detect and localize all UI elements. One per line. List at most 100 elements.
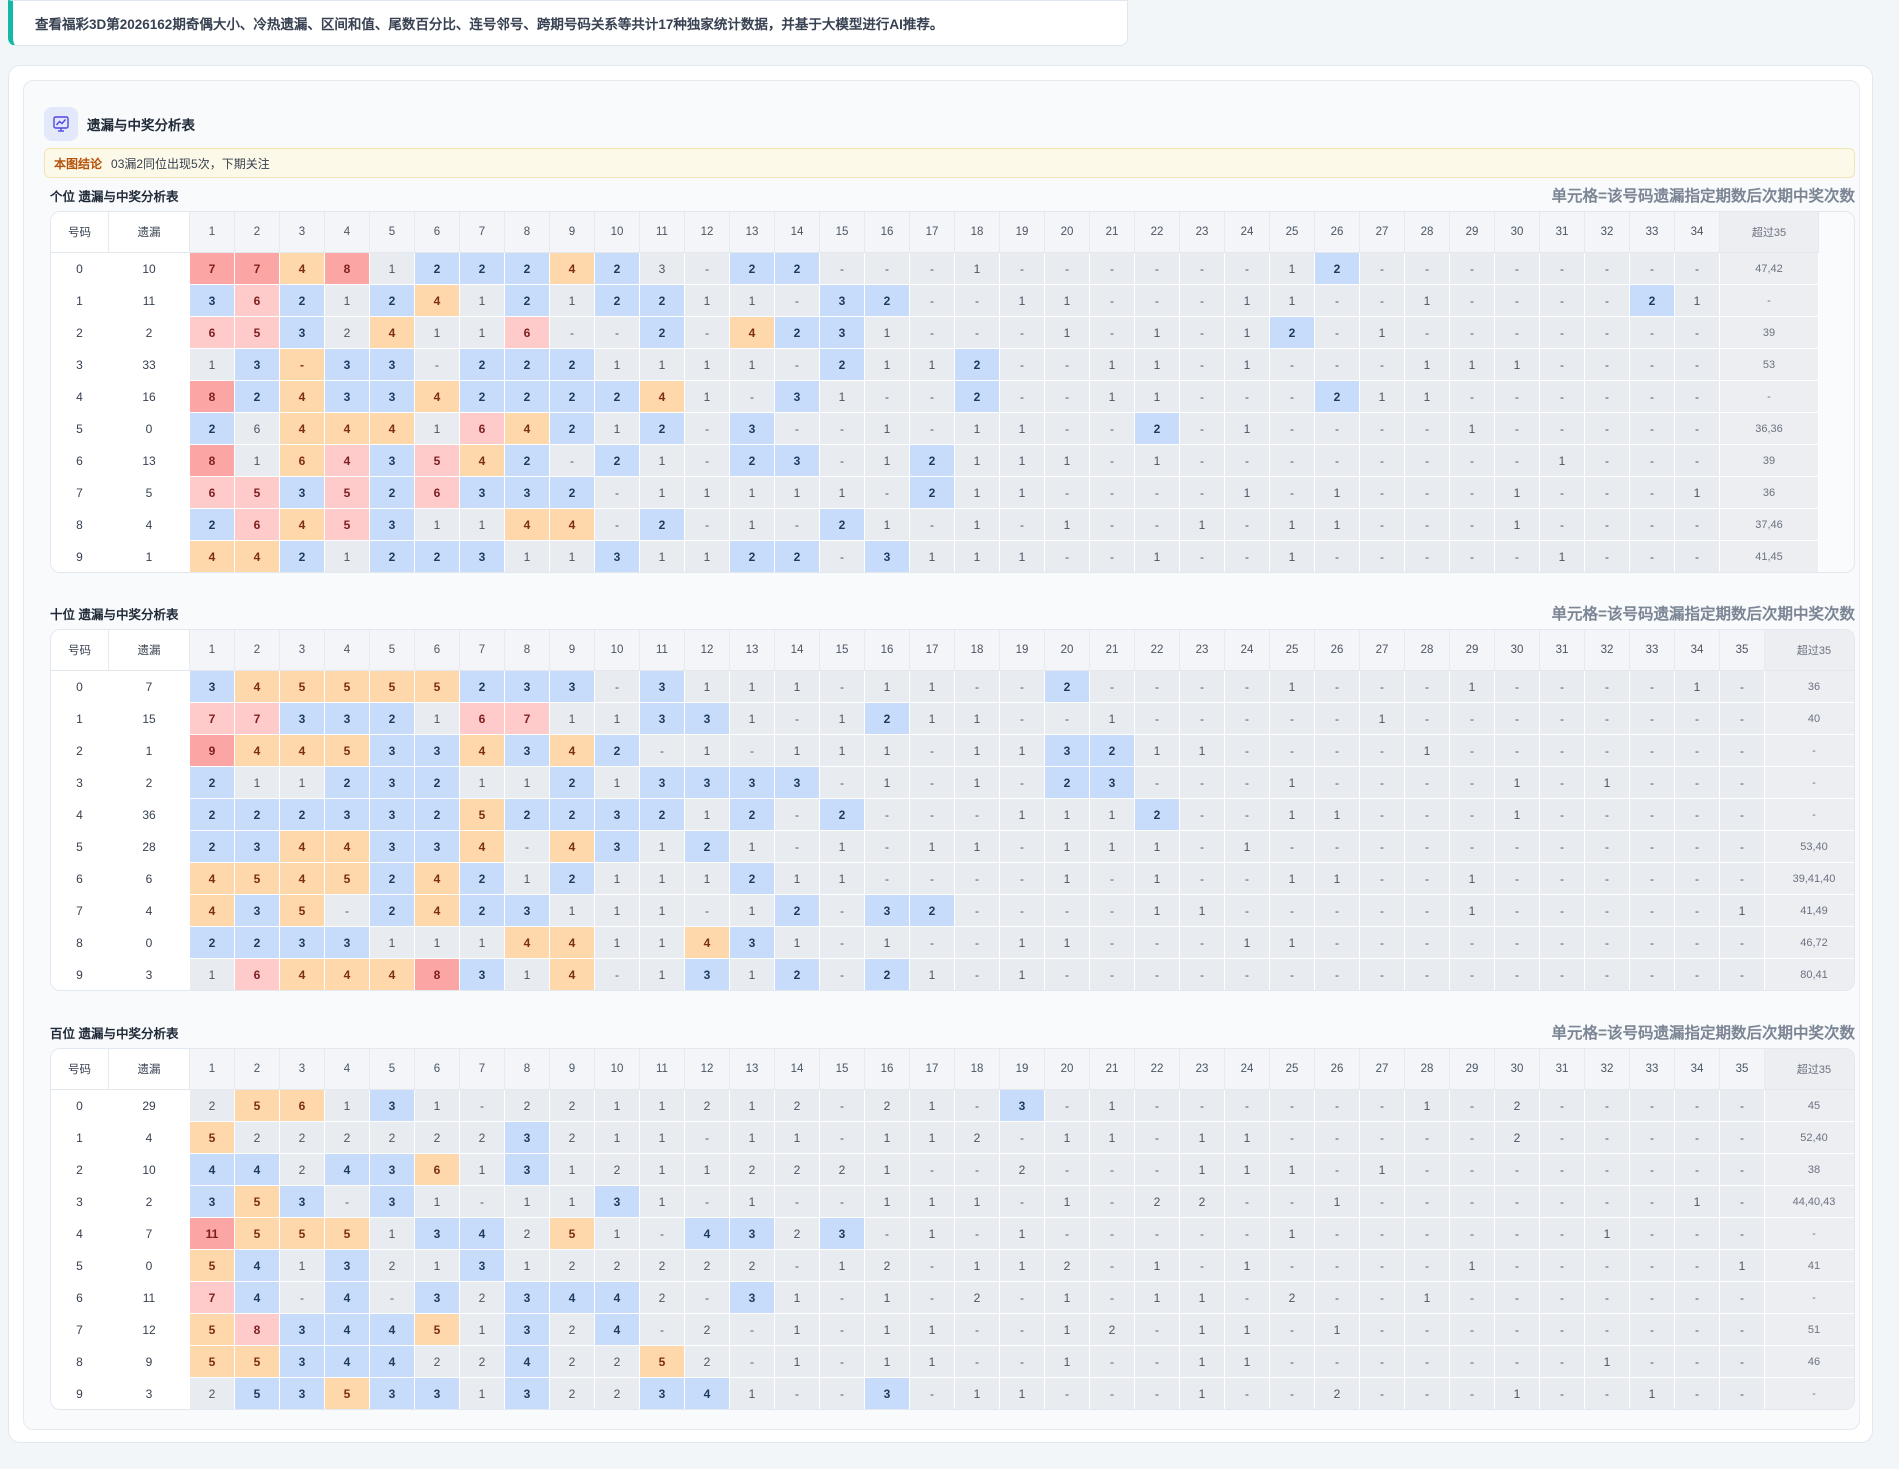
hit-count-cell: 2 bbox=[460, 895, 505, 927]
header-period: 6 bbox=[415, 212, 460, 253]
header-row: 号码 遗漏 1 2 3 4 5 6 7 8 9 10 11 12 13 14 15 16 17 18 19 20 21 22 2… bbox=[51, 1049, 1854, 1090]
hit-count-cell: 7 bbox=[190, 703, 235, 735]
row-over: 53 bbox=[1720, 349, 1819, 381]
hit-count-cell: 1 bbox=[865, 445, 910, 477]
hit-count-cell: - bbox=[1585, 703, 1630, 735]
hit-count-cell: 2 bbox=[1135, 799, 1180, 831]
hit-count-cell: 2 bbox=[550, 1378, 595, 1409]
hit-count-cell: 2 bbox=[550, 1346, 595, 1378]
header-period: 31 bbox=[1540, 630, 1585, 671]
hit-count-cell: 1 bbox=[1270, 253, 1315, 285]
hit-count-cell: 1 bbox=[820, 381, 865, 413]
hit-count-cell: - bbox=[1180, 413, 1225, 445]
hit-count-cell: 3 bbox=[370, 1186, 415, 1218]
hit-count-cell: 1 bbox=[1180, 1154, 1225, 1186]
hit-count-cell: 2 bbox=[730, 799, 775, 831]
hit-count-cell: - bbox=[1405, 509, 1450, 541]
hit-count-cell: - bbox=[1180, 767, 1225, 799]
hit-count-cell: - bbox=[1270, 703, 1315, 735]
hit-count-cell: 1 bbox=[955, 703, 1000, 735]
hit-count-cell: 3 bbox=[640, 1378, 685, 1409]
hit-count-cell: - bbox=[910, 927, 955, 959]
hit-count-cell: 1 bbox=[1135, 895, 1180, 927]
hit-count-cell: - bbox=[1675, 381, 1720, 413]
hit-count-cell: 2 bbox=[235, 381, 280, 413]
hit-count-cell: 5 bbox=[235, 1090, 280, 1122]
hit-count-cell: - bbox=[1000, 895, 1045, 927]
hit-count-cell: 1 bbox=[1450, 895, 1495, 927]
hit-count-cell: - bbox=[1630, 445, 1675, 477]
hit-count-cell: - bbox=[505, 831, 550, 863]
hit-count-cell: 2 bbox=[550, 477, 595, 509]
hit-count-cell: - bbox=[1675, 349, 1720, 381]
hit-count-cell: - bbox=[1135, 671, 1180, 703]
hit-count-cell: 1 bbox=[865, 767, 910, 799]
table-row: 1 11 3 6 2 1 2 4 1 2 1 2 2 1 1-3 2- -1 1- - -1 1- -1- - - -2 1- bbox=[51, 285, 1819, 317]
hit-count-cell: 1 bbox=[370, 1218, 415, 1250]
header-period: 22 bbox=[1135, 212, 1180, 253]
hit-count-cell: - bbox=[1585, 1378, 1630, 1409]
hit-count-cell: - bbox=[820, 671, 865, 703]
hit-count-cell: 1 bbox=[1135, 831, 1180, 863]
hit-count-cell: 2 bbox=[370, 477, 415, 509]
row-miss: 2 bbox=[109, 317, 190, 349]
hit-count-cell: - bbox=[1675, 703, 1720, 735]
hit-count-cell: 2 bbox=[415, 541, 460, 572]
hit-count-cell: - bbox=[1630, 317, 1675, 349]
hit-count-cell: - bbox=[1720, 703, 1765, 735]
hit-count-cell: - bbox=[1180, 1218, 1225, 1250]
hit-count-cell: 1 bbox=[1000, 1250, 1045, 1282]
hit-count-cell: - bbox=[1000, 1314, 1045, 1346]
hit-count-cell: 1 bbox=[1405, 1282, 1450, 1314]
hit-count-cell: - bbox=[955, 927, 1000, 959]
hit-count-cell: - bbox=[1450, 959, 1495, 990]
row-miss: 4 bbox=[109, 509, 190, 541]
hit-count-cell: 3 bbox=[460, 477, 505, 509]
hit-count-cell: - bbox=[1360, 1090, 1405, 1122]
hit-count-cell: - bbox=[1135, 1218, 1180, 1250]
hit-count-cell: - bbox=[1315, 735, 1360, 767]
hit-count-cell: - bbox=[1225, 735, 1270, 767]
hit-count-cell: 1 bbox=[685, 381, 730, 413]
hit-count-cell: - bbox=[1045, 413, 1090, 445]
hit-count-cell: 4 bbox=[280, 509, 325, 541]
hit-count-cell: - bbox=[1675, 927, 1720, 959]
hit-count-cell: - bbox=[1405, 895, 1450, 927]
hit-count-cell: 1 bbox=[415, 413, 460, 445]
hit-count-cell: 3 bbox=[370, 799, 415, 831]
hit-count-cell: 1 bbox=[1315, 863, 1360, 895]
hit-count-cell: - bbox=[1315, 831, 1360, 863]
row-over: 52,40 bbox=[1765, 1122, 1854, 1154]
hit-count-cell: 4 bbox=[415, 381, 460, 413]
hit-count-cell: 2 bbox=[910, 895, 955, 927]
hit-count-cell: 1 bbox=[1045, 285, 1090, 317]
header-period: 1 bbox=[190, 630, 235, 671]
hit-count-cell: - bbox=[1585, 735, 1630, 767]
hit-count-cell: 2 bbox=[730, 253, 775, 285]
hit-count-cell: 3 bbox=[370, 1090, 415, 1122]
hit-count-cell: 1 bbox=[460, 1154, 505, 1186]
hit-count-cell: - bbox=[1090, 413, 1135, 445]
hit-count-cell: - bbox=[1675, 1218, 1720, 1250]
header-period: 29 bbox=[1450, 630, 1495, 671]
hit-count-cell: - bbox=[1450, 1186, 1495, 1218]
hit-count-cell: - bbox=[1225, 1378, 1270, 1409]
hit-count-cell: 2 bbox=[505, 1090, 550, 1122]
hit-count-cell: - bbox=[730, 381, 775, 413]
hundreds-table-title: 百位 遗漏与中奖分析表 bbox=[50, 1027, 179, 1041]
hit-count-cell: - bbox=[775, 509, 820, 541]
hit-count-cell: - bbox=[1720, 1218, 1765, 1250]
row-miss: 3 bbox=[109, 1378, 190, 1409]
hit-count-cell: - bbox=[1720, 863, 1765, 895]
hit-count-cell: 1 bbox=[1045, 317, 1090, 349]
hit-count-cell: 2 bbox=[460, 1346, 505, 1378]
hit-count-cell: 1 bbox=[1225, 477, 1270, 509]
hit-count-cell: - bbox=[1315, 1282, 1360, 1314]
row-over: - bbox=[1720, 285, 1819, 317]
hit-count-cell: - bbox=[685, 1282, 730, 1314]
hit-count-cell: - bbox=[1090, 863, 1135, 895]
row-number: 8 bbox=[51, 1346, 109, 1378]
hit-count-cell: 1 bbox=[1630, 1378, 1675, 1409]
hit-count-cell: 4 bbox=[280, 863, 325, 895]
hit-count-cell: 3 bbox=[415, 735, 460, 767]
